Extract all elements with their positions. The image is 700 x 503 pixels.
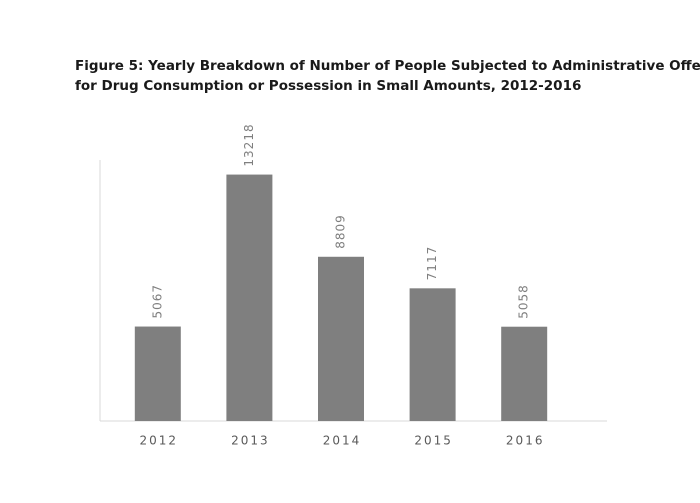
value-label: 5067	[150, 284, 164, 319]
x-tick-label: 2015	[414, 434, 453, 448]
x-tick-label: 2016	[506, 434, 545, 448]
x-tick-label: 2013	[231, 434, 270, 448]
x-tick-label: 2012	[140, 434, 179, 448]
bar	[226, 174, 273, 421]
chart-title: for Drug Consumption or Possession in Sm…	[75, 78, 581, 94]
bar	[409, 288, 456, 421]
x-tick-label: 2014	[323, 434, 362, 448]
value-label: 13218	[242, 123, 256, 166]
bar	[318, 256, 364, 421]
chart-title: Figure 5: Yearly Breakdown of Number of …	[75, 58, 700, 74]
value-label: 7117	[425, 246, 439, 281]
bar	[134, 326, 181, 421]
value-label: 5058	[517, 284, 531, 319]
bar	[501, 326, 548, 421]
value-label: 8809	[334, 214, 348, 249]
